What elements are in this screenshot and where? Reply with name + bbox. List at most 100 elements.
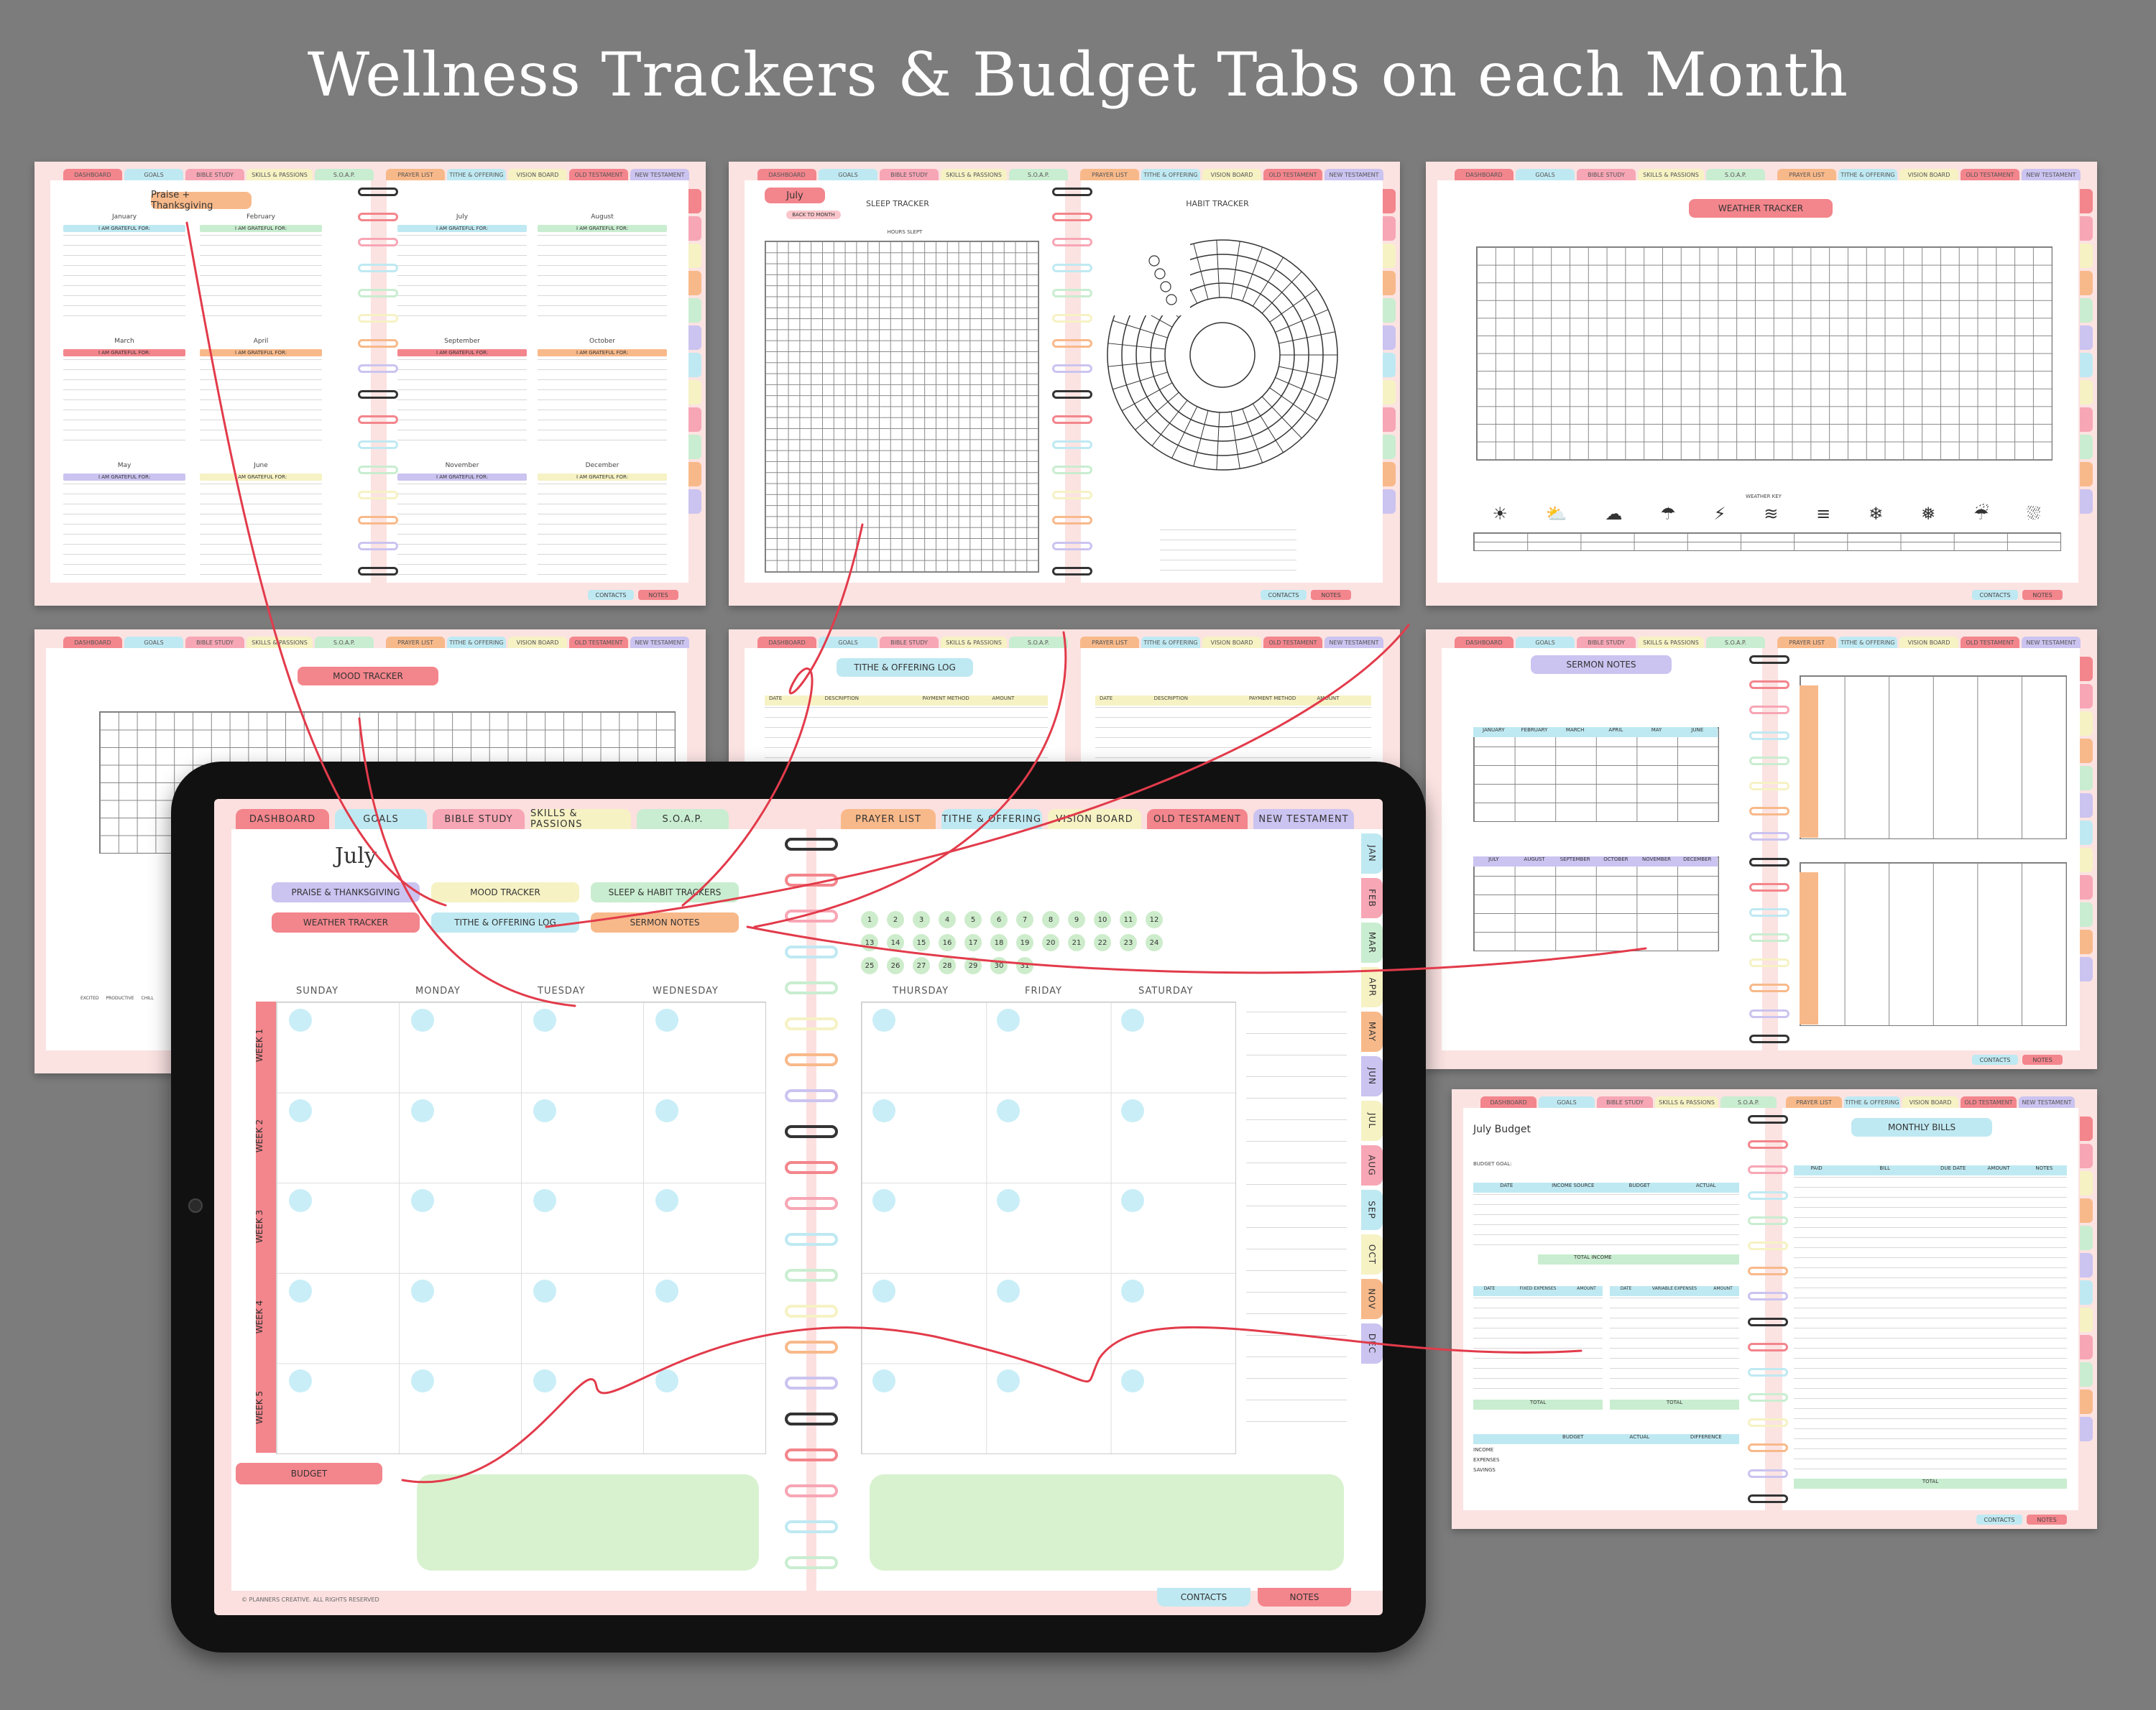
tab-new-testament[interactable]: NEW TESTAMENT (1253, 809, 1354, 829)
month-tab-may[interactable]: MAY (1361, 1012, 1383, 1052)
tab-new-testament[interactable]: NEW TESTAMENT (1325, 169, 1383, 180)
tab-vision[interactable]: VISION BOARD (1899, 169, 1958, 180)
sermon-card[interactable]: DASHBOARD GOALS BIBLE STUDY SKILLS & PAS… (1426, 629, 2097, 1069)
tab-vision[interactable]: VISION BOARD (1902, 1096, 1958, 1108)
day-dot[interactable] (655, 1189, 678, 1213)
tab-dashboard[interactable]: DASHBOARD (757, 169, 816, 180)
date-chip[interactable]: 18 (990, 934, 1008, 951)
date-chip[interactable]: 14 (887, 934, 904, 951)
tab-tithe[interactable]: TITHE & OFFERING (447, 169, 506, 180)
tab-soap[interactable]: S.O.A.P. (1706, 637, 1765, 648)
tab-old-testament[interactable]: OLD TESTAMENT (1961, 637, 2019, 648)
budget-card[interactable]: DASHBOARD GOALS BIBLE STUDY SKILLS & PAS… (1452, 1089, 2097, 1529)
day-dot[interactable] (411, 1099, 434, 1122)
tab-dashboard[interactable]: DASHBOARD (236, 809, 329, 829)
tab-goals[interactable]: GOALS (124, 637, 183, 648)
tab-vision[interactable]: VISION BOARD (1899, 637, 1958, 648)
contacts-tab[interactable]: CONTACTS (588, 590, 634, 600)
month-tab-jun[interactable]: JUN (1361, 1056, 1383, 1096)
date-chip[interactable]: 4 (939, 911, 956, 928)
day-dot[interactable] (289, 1369, 312, 1393)
month-tab-jul[interactable]: JUL (1361, 1101, 1383, 1141)
tab-prayer[interactable]: PRAYER LIST (841, 809, 936, 829)
day-dot[interactable] (1121, 1279, 1144, 1303)
tab-new-testament[interactable]: NEW TESTAMENT (630, 637, 689, 648)
tab-goals[interactable]: GOALS (124, 169, 183, 180)
tab-soap[interactable]: S.O.A.P. (1009, 637, 1068, 648)
date-chip[interactable]: 17 (964, 934, 982, 951)
day-dot[interactable] (533, 1189, 556, 1213)
notes-tab[interactable]: NOTES (1258, 1588, 1351, 1607)
date-chip[interactable]: 23 (1120, 934, 1137, 951)
tab-goals[interactable]: GOALS (1516, 637, 1575, 648)
day-dot[interactable] (411, 1279, 434, 1303)
day-dot[interactable] (533, 1279, 556, 1303)
tab-soap[interactable]: S.O.A.P. (1720, 1096, 1777, 1108)
tab-skills[interactable]: SKILLS & PASSIONS (941, 169, 1007, 180)
budget-box-right[interactable] (870, 1474, 1344, 1571)
link-tithe[interactable]: TITHE & OFFERING LOG (431, 912, 579, 933)
month-tab-apr[interactable]: APR (1361, 967, 1383, 1007)
day-dot[interactable] (289, 1099, 312, 1122)
tab-soap[interactable]: S.O.A.P. (1009, 169, 1068, 180)
tab-new-testament[interactable]: NEW TESTAMENT (1325, 637, 1383, 648)
tab-dashboard[interactable]: DASHBOARD (757, 637, 816, 648)
day-dot[interactable] (872, 1009, 895, 1032)
date-chip[interactable]: 12 (1146, 911, 1163, 928)
tab-dashboard[interactable]: DASHBOARD (63, 637, 122, 648)
date-chip[interactable]: 19 (1016, 934, 1033, 951)
tab-goals[interactable]: GOALS (1516, 169, 1575, 180)
date-chip[interactable]: 26 (887, 957, 904, 974)
tab-old-testament[interactable]: OLD TESTAMENT (1147, 809, 1248, 829)
date-chip[interactable]: 9 (1068, 911, 1085, 928)
date-chip[interactable]: 24 (1146, 934, 1163, 951)
tab-new-testament[interactable]: NEW TESTAMENT (2022, 169, 2081, 180)
day-dot[interactable] (655, 1099, 678, 1122)
tab-dashboard[interactable]: DASHBOARD (63, 169, 122, 180)
budget-button[interactable]: BUDGET (236, 1463, 382, 1484)
tab-prayer[interactable]: PRAYER LIST (386, 637, 445, 648)
tab-old-testament[interactable]: OLD TESTAMENT (569, 637, 628, 648)
tab-prayer[interactable]: PRAYER LIST (1777, 169, 1836, 180)
tab-dashboard[interactable]: DASHBOARD (1455, 169, 1514, 180)
day-dot[interactable] (872, 1099, 895, 1122)
tab-bible-study[interactable]: BIBLE STUDY (880, 169, 939, 180)
tab-old-testament[interactable]: OLD TESTAMENT (1263, 637, 1322, 648)
day-dot[interactable] (872, 1369, 895, 1393)
tab-soap[interactable]: S.O.A.P. (1706, 169, 1765, 180)
date-chip[interactable]: 11 (1120, 911, 1137, 928)
month-tab-mar[interactable]: MAR (1361, 923, 1383, 963)
tab-tithe[interactable]: TITHE & OFFERING (1141, 169, 1200, 180)
link-weather[interactable]: WEATHER TRACKER (272, 912, 420, 933)
tab-skills[interactable]: SKILLS & PASSIONS (247, 637, 313, 648)
tab-bible-study[interactable]: BIBLE STUDY (1597, 1096, 1653, 1108)
tab-goals[interactable]: GOALS (819, 637, 877, 648)
day-dot[interactable] (1121, 1099, 1144, 1122)
tab-soap[interactable]: S.O.A.P. (315, 637, 374, 648)
day-dot[interactable] (411, 1189, 434, 1213)
month-tab-feb[interactable]: FEB (1361, 878, 1383, 918)
day-dot[interactable] (289, 1189, 312, 1213)
month-tab-aug[interactable]: AUG (1361, 1145, 1383, 1186)
day-dot[interactable] (655, 1369, 678, 1393)
notes-tab[interactable]: NOTES (638, 590, 678, 600)
tab-dashboard[interactable]: DASHBOARD (1455, 637, 1514, 648)
link-mood[interactable]: MOOD TRACKER (431, 882, 579, 902)
praise-card[interactable]: DASHBOARD GOALS BIBLE STUDY SKILLS & PAS… (34, 162, 706, 606)
day-dot[interactable] (533, 1099, 556, 1122)
tab-skills[interactable]: SKILLS & PASSIONS (941, 637, 1007, 648)
tab-soap[interactable]: S.O.A.P. (637, 809, 729, 829)
date-chip[interactable]: 7 (1016, 911, 1033, 928)
date-chip[interactable]: 10 (1094, 911, 1111, 928)
date-chip[interactable]: 16 (939, 934, 956, 951)
notes-tab[interactable]: NOTES (2022, 1055, 2063, 1065)
day-dot[interactable] (872, 1279, 895, 1303)
tab-bible-study[interactable]: BIBLE STUDY (1577, 637, 1636, 648)
tab-vision[interactable]: VISION BOARD (508, 637, 567, 648)
month-tab-oct[interactable]: OCT (1361, 1234, 1383, 1275)
day-dot[interactable] (997, 1099, 1020, 1122)
tab-goals[interactable]: GOALS (1539, 1096, 1595, 1108)
tab-prayer[interactable]: PRAYER LIST (1080, 637, 1139, 648)
date-chip[interactable]: 22 (1094, 934, 1111, 951)
date-chip[interactable]: 27 (913, 957, 930, 974)
